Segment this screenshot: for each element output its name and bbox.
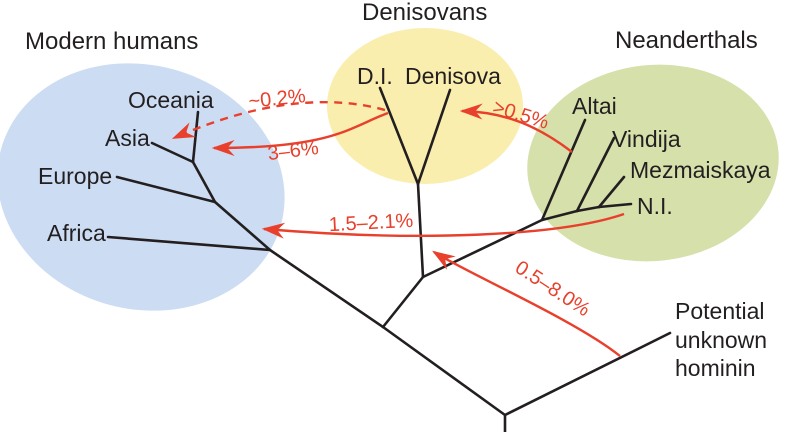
taxon-unknown-hominin: Potential unknown hominin <box>675 298 767 381</box>
gene-flow-label-3-6: 3–6% <box>266 137 320 165</box>
gene-flow-label-1.5-2.1: 1.5–2.1% <box>328 210 414 236</box>
gene-flow-denisovan-to-oceania-arrow <box>211 111 389 156</box>
branch-denisovan-stem <box>416 182 425 279</box>
branch-denisova <box>416 88 452 186</box>
gene-flow-arrows <box>171 100 625 357</box>
branch-vindija <box>575 136 616 213</box>
branch-ni <box>597 202 633 209</box>
taxon-unknown-hominin-line-2: unknown <box>675 327 767 353</box>
modern-humans-ellipse <box>0 63 285 311</box>
taxon-oceania: Oceania <box>128 87 214 113</box>
taxon-africa: Africa <box>47 220 106 246</box>
branch-root-to-human-archaic-split <box>381 325 507 417</box>
taxon-denisova: Denisova <box>405 63 501 89</box>
taxon-unknown-hominin-line-1: Potential <box>675 298 765 324</box>
gene-flow-denisovan-to-asia-arrow <box>171 100 386 140</box>
taxon-mezmaiskaya: Mezmaiskaya <box>630 157 771 183</box>
group-ellipses <box>0 28 779 311</box>
taxon-ni: N.I. <box>637 193 673 219</box>
taxon-di: D.I. <box>357 63 393 89</box>
branch-human-stem-europe-asia <box>191 160 217 204</box>
taxon-labels: Oceania Asia Europe Africa D.I. Denisova… <box>38 63 771 381</box>
taxon-asia: Asia <box>105 125 150 151</box>
taxon-unknown-hominin-line-3: hominin <box>675 355 756 381</box>
gene-flow-unknown-hominin-to-denisovans-arrow <box>432 250 621 357</box>
taxon-vindija: Vindija <box>612 126 681 152</box>
taxon-altai: Altai <box>572 93 617 119</box>
branch-asia <box>150 141 195 164</box>
branch-europe <box>115 175 217 204</box>
branch-human-stem-africa-europe <box>213 200 272 252</box>
branch-africa <box>106 235 272 252</box>
branch-split-to-modern-humans <box>268 248 385 329</box>
taxon-europe: Europe <box>38 163 112 189</box>
gene-flow-neanderthal-to-modern-humans-arrow <box>261 212 625 239</box>
modern-humans-title: Modern humans <box>25 28 198 55</box>
branch-unknown-hominin <box>503 331 672 417</box>
branch-mezmaiskaya <box>597 175 626 209</box>
neanderthals-title: Neanderthals <box>615 27 758 54</box>
gene-flow-neanderthal-to-denisova-arrow <box>459 103 573 153</box>
branch-neanderthal-spine-2 <box>575 205 601 213</box>
denisovans-ellipse <box>327 28 523 184</box>
branch-altai <box>540 118 587 222</box>
branch-split-to-archaics <box>381 275 425 329</box>
branch-di <box>378 86 420 186</box>
denisovans-title: Denisovans <box>362 0 487 26</box>
neanderthals-ellipse <box>527 64 779 262</box>
phylogenetic-tree <box>106 86 672 432</box>
gene-flow-label-0.5-8.0: 0.5–8.0% <box>511 257 594 322</box>
branch-neanderthal-spine-1 <box>540 209 579 222</box>
group-titles: Modern humans Denisovans Neanderthals <box>25 0 758 55</box>
gene-flow-label-0.2: ~0.2% <box>247 85 306 113</box>
